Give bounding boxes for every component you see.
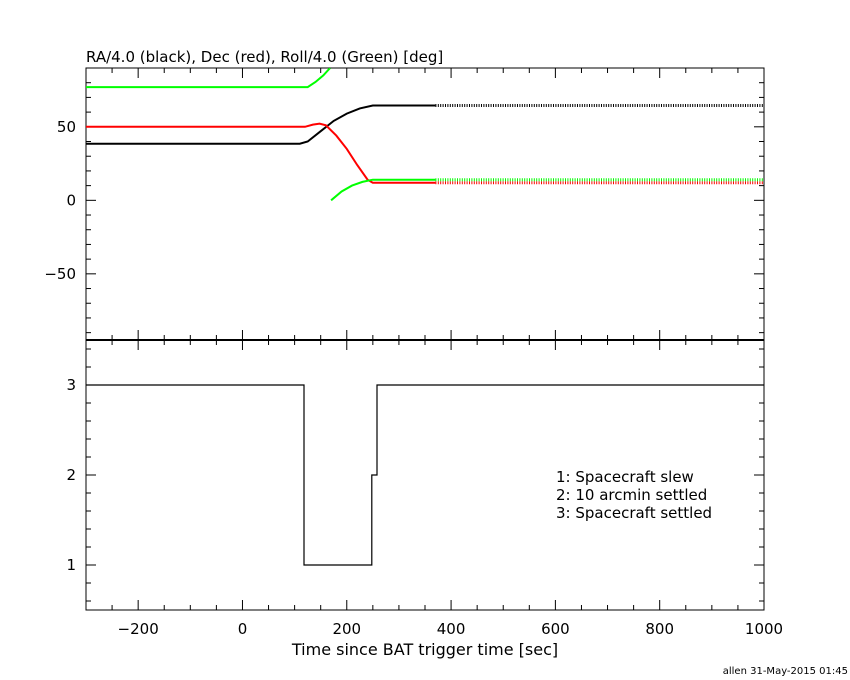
x-tick-label: 0	[238, 620, 248, 638]
attitude-y-ticks: −50 0 50	[44, 67, 765, 340]
attitude-panel: RA/4.0 (black), Dec (red), Roll/4.0 (Gre…	[44, 48, 765, 341]
x-tick-label: 600	[541, 620, 570, 638]
ra-series-line	[86, 104, 436, 145]
x-tick-label: 1000	[745, 620, 783, 638]
legend-item-3: 3: Spacecraft settled	[556, 504, 712, 522]
attitude-y-tick-label: 50	[57, 118, 76, 136]
x-tick-label: 200	[332, 620, 361, 638]
settle-y-tick-label: 3	[66, 376, 76, 394]
x-tick-label: 800	[645, 620, 674, 638]
legend-item-1: 1: Spacecraft slew	[556, 468, 694, 486]
attitude-series	[86, 68, 764, 202]
x-tick-label: 400	[437, 620, 466, 638]
settle-y-tick-label: 2	[66, 466, 76, 484]
roll-series-line	[86, 68, 331, 89]
settle-status-line	[86, 384, 764, 566]
roll-series-line	[330, 178, 436, 202]
settle-status-ticks: 1 2 3 −200 0 200 400 600 800 1000	[66, 340, 783, 638]
settle-status-series	[86, 384, 764, 566]
attitude-y-tick-label: 0	[66, 191, 76, 209]
legend-item-2: 2: 10 arcmin settled	[556, 486, 707, 504]
settle-status-panel: 1 2 3 −200 0 200 400 600 800 1000 1: Spacecraft s…	[66, 339, 783, 659]
credit-label: allen 31-May-2015 01:45	[723, 666, 848, 677]
attitude-panel-title: RA/4.0 (black), Dec (red), Roll/4.0 (Gre…	[86, 48, 443, 66]
x-axis-label: Time since BAT trigger time [sec]	[291, 640, 558, 659]
settle-y-tick-label: 1	[66, 556, 76, 574]
attitude-y-tick-label: −50	[44, 265, 76, 283]
x-tick-label: −200	[118, 620, 159, 638]
legend: 1: Spacecraft slew 2: 10 arcmin settled …	[556, 468, 712, 522]
